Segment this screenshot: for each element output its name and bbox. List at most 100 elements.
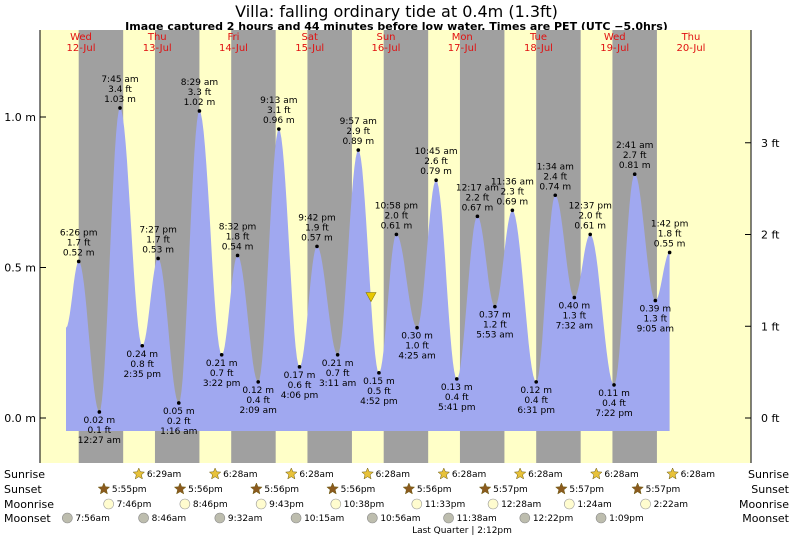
tide-height-m: 0.53 m — [142, 245, 174, 255]
sunrise-icon — [513, 467, 527, 480]
tide-time: 6:31 pm — [517, 406, 555, 416]
high-tide-point — [394, 232, 399, 237]
sunrise-time: 6:28am — [452, 470, 487, 480]
tide-height-m: 0.55 m — [654, 239, 686, 249]
moonset-icon — [290, 512, 302, 524]
tide-height-m: 0.69 m — [497, 197, 529, 207]
tide-label: 1:42 pm1.8 ft0.55 m — [651, 219, 689, 249]
tide-height-ft: 0.1 ft — [87, 426, 111, 436]
sunset-icon — [402, 482, 416, 495]
moonrise-time: 2:22am — [654, 500, 689, 510]
sunset-icon — [250, 482, 263, 495]
high-tide-point — [277, 127, 281, 131]
low-tide-point — [612, 383, 616, 387]
high-tide-point — [434, 178, 438, 183]
tide-height-ft: 1.9 ft — [305, 223, 329, 233]
high-tide-point — [632, 172, 637, 176]
tide-label: 9:42 pm1.9 ft0.57 m — [298, 213, 336, 243]
date-label: 20-Jul — [676, 43, 705, 54]
tide-height-ft: 1.8 ft — [658, 229, 682, 239]
moonset-icon — [443, 512, 454, 524]
sunset-time: 5:56pm — [417, 485, 452, 495]
moonrise-icon — [179, 498, 191, 510]
sunset-icon — [555, 482, 568, 495]
tide-time: 2:35 pm — [123, 370, 161, 380]
moonset-time: 7:56am — [75, 514, 110, 524]
right-tick-label: 0 ft — [761, 412, 780, 425]
tide-label: 9:57 am2.9 ft0.89 m — [340, 117, 377, 147]
tide-time: 9:42 pm — [298, 213, 336, 223]
tide-label: 10:45 am2.6 ft0.79 m — [415, 147, 458, 177]
tide-label: 0.11 m0.4 ft7:22 pm — [595, 389, 633, 419]
left-tick-label: 0.0 m — [4, 412, 36, 425]
tide-time: 2:09 am — [240, 406, 277, 416]
high-tide-point — [315, 244, 319, 249]
high-tide-point — [667, 250, 672, 255]
moonrise-time: 1:24am — [577, 500, 612, 510]
day-of-week-label: Thu — [147, 32, 167, 43]
tide-height-ft: 0.5 ft — [367, 387, 391, 397]
tide-label: 12:37 pm2.0 ft0.61 m — [569, 201, 612, 231]
moonrise-icon — [411, 498, 423, 510]
tide-height-m: 0.21 m — [206, 359, 238, 369]
tide-height-m: 0.37 m — [479, 311, 511, 321]
tide-height-ft: 0.7 ft — [210, 369, 234, 379]
tide-height-m: 1.03 m — [104, 95, 136, 105]
moonset-icon — [519, 512, 531, 524]
sunrise-icon — [361, 467, 374, 480]
tide-label: 11:36 am2.3 ft0.69 m — [491, 177, 534, 207]
tide-time: 4:52 pm — [360, 397, 398, 407]
astro-row-label-right: Sunset — [751, 483, 789, 496]
tide-time: 7:32 am — [556, 322, 593, 332]
tide-height-ft: 0.7 ft — [326, 369, 350, 379]
low-tide-point — [653, 298, 658, 303]
right-tick-label: 1 ft — [761, 320, 780, 333]
tide-height-ft: 0.4 ft — [602, 399, 626, 409]
low-tide-point — [572, 295, 577, 300]
tide-time: 9:05 am — [637, 325, 674, 335]
tide-height-ft: 1.3 ft — [562, 312, 586, 322]
tide-label: 0.17 m0.6 ft4:06 pm — [281, 371, 319, 401]
moonset-time: 11:38am — [457, 514, 497, 524]
day-of-week-label: Mon — [452, 32, 473, 43]
sunset-time: 5:56pm — [188, 485, 223, 495]
sunrise-time: 6:29am — [147, 470, 182, 480]
day-of-week-label: Sat — [302, 32, 318, 43]
tide-height-m: 0.79 m — [420, 167, 452, 177]
tide-label: 0.39 m1.3 ft9:05 am — [637, 305, 674, 335]
tide-time: 1:42 pm — [651, 219, 689, 229]
tide-height-m: 0.81 m — [619, 161, 651, 171]
tide-height-m: 0.39 m — [639, 305, 671, 315]
moonset-time: 10:56am — [380, 514, 420, 524]
tide-height-ft: 0.4 ft — [246, 396, 270, 406]
right-tick-label: 2 ft — [761, 229, 780, 242]
moonset-icon — [595, 512, 607, 524]
sunrise-icon — [284, 467, 298, 480]
moonrise-icon — [255, 498, 267, 510]
sunset-icon — [631, 482, 644, 495]
tide-height-m: 0.89 m — [342, 137, 374, 147]
high-tide-point — [588, 232, 593, 237]
high-tide-point — [553, 193, 558, 198]
day-of-week-label: Sun — [376, 32, 395, 43]
tide-height-m: 0.67 m — [462, 203, 494, 213]
sunset-icon — [326, 482, 339, 495]
tide-label: 9:13 am3.1 ft0.96 m — [260, 96, 297, 126]
tide-label: 10:58 pm2.0 ft0.61 m — [375, 201, 418, 231]
tide-time: 3:11 am — [319, 379, 356, 389]
high-tide-point — [475, 214, 480, 219]
tide-area — [66, 108, 670, 431]
low-tide-point — [256, 380, 261, 384]
tide-time: 5:53 am — [476, 331, 513, 341]
day-of-week-label: Thu — [681, 32, 701, 43]
tide-time: 9:13 am — [260, 96, 297, 106]
tide-time: 2:41 am — [616, 141, 653, 151]
sunrise-icon — [589, 467, 603, 480]
chart-subtitle: Image captured 2 hours and 44 minutes be… — [125, 20, 668, 33]
tide-label: 12:17 am2.2 ft0.67 m — [456, 183, 499, 213]
tide-area-fill — [66, 108, 670, 431]
tide-time: 8:32 pm — [219, 222, 257, 232]
tide-label: 7:27 pm1.7 ft0.53 m — [139, 225, 177, 255]
